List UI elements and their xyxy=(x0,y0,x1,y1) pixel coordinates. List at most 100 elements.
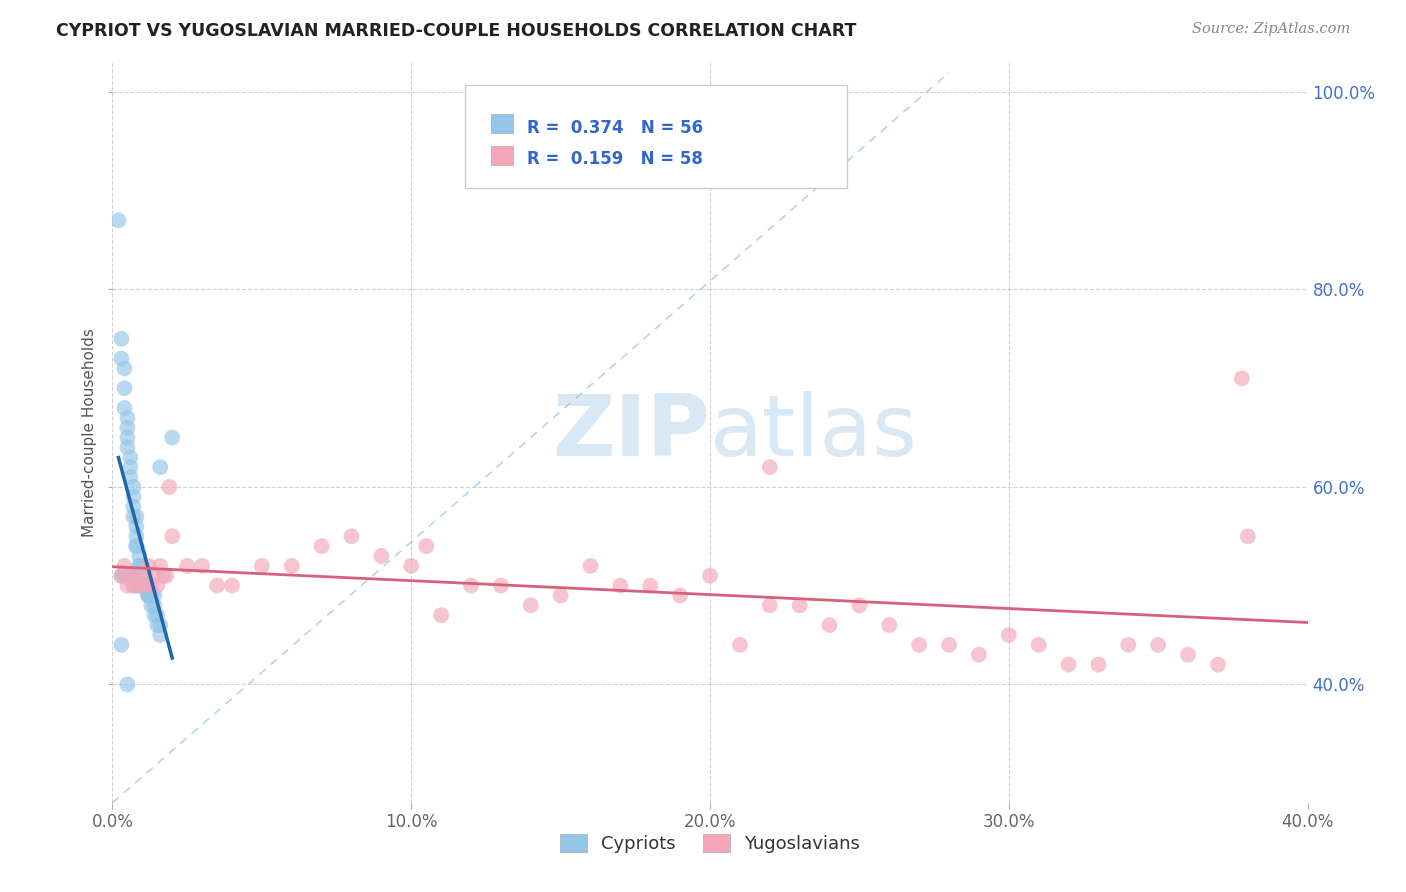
Point xyxy=(250,558,273,573)
Point xyxy=(117,420,139,434)
Point xyxy=(311,539,333,553)
Point xyxy=(141,579,163,593)
Point xyxy=(131,579,153,593)
Point xyxy=(759,460,782,475)
Point xyxy=(122,579,145,593)
Point xyxy=(134,579,156,593)
Point xyxy=(120,568,142,582)
Point xyxy=(149,558,172,573)
Point xyxy=(120,460,142,475)
Point xyxy=(340,529,363,543)
Point xyxy=(609,579,631,593)
Point xyxy=(162,431,183,445)
Point xyxy=(1177,648,1199,662)
Point xyxy=(117,579,139,593)
Point xyxy=(728,638,751,652)
FancyBboxPatch shape xyxy=(465,85,848,188)
Point xyxy=(120,568,142,582)
Point xyxy=(117,568,139,582)
Point xyxy=(143,599,166,613)
Point xyxy=(114,381,135,395)
Text: ZIP: ZIP xyxy=(553,391,710,475)
Point xyxy=(281,558,304,573)
Point xyxy=(131,568,153,582)
Text: atlas: atlas xyxy=(710,391,918,475)
Point xyxy=(1237,529,1260,543)
Point xyxy=(122,509,145,524)
Point xyxy=(128,558,150,573)
Point xyxy=(122,579,145,593)
Point xyxy=(125,579,148,593)
Point xyxy=(550,589,572,603)
Point xyxy=(110,351,132,366)
Point xyxy=(125,509,148,524)
Point xyxy=(669,589,692,603)
Point xyxy=(579,558,602,573)
Point xyxy=(221,579,243,593)
Point xyxy=(848,599,870,613)
Point xyxy=(114,361,135,376)
Text: CYPRIOT VS YUGOSLAVIAN MARRIED-COUPLE HOUSEHOLDS CORRELATION CHART: CYPRIOT VS YUGOSLAVIAN MARRIED-COUPLE HO… xyxy=(56,22,856,40)
Point xyxy=(415,539,437,553)
Point xyxy=(134,579,156,593)
Point xyxy=(138,589,160,603)
Point xyxy=(176,558,198,573)
Point xyxy=(143,608,166,623)
Point xyxy=(640,579,662,593)
Point xyxy=(131,558,153,573)
Point xyxy=(138,589,160,603)
Point xyxy=(134,579,156,593)
Point xyxy=(908,638,931,652)
Point xyxy=(122,500,145,514)
Bar xyxy=(491,114,513,133)
Point xyxy=(460,579,482,593)
Point xyxy=(1230,371,1253,385)
Point xyxy=(117,410,139,425)
Point xyxy=(146,618,169,632)
Point xyxy=(157,480,180,494)
Point xyxy=(141,589,163,603)
Point xyxy=(125,539,148,553)
Point xyxy=(114,401,135,415)
Text: Source: ZipAtlas.com: Source: ZipAtlas.com xyxy=(1191,22,1350,37)
Point xyxy=(110,568,132,582)
Point xyxy=(370,549,392,563)
Text: R =  0.374   N = 56: R = 0.374 N = 56 xyxy=(527,119,703,136)
Point xyxy=(789,599,811,613)
Point xyxy=(128,549,150,563)
Point xyxy=(430,608,453,623)
Y-axis label: Married-couple Households: Married-couple Households xyxy=(82,328,97,537)
Point xyxy=(131,579,153,593)
Point xyxy=(117,441,139,455)
Point xyxy=(1147,638,1170,652)
Point xyxy=(125,519,148,533)
Point xyxy=(998,628,1021,642)
Point xyxy=(114,558,135,573)
Point xyxy=(122,490,145,504)
Point xyxy=(117,431,139,445)
Point xyxy=(138,558,160,573)
Point xyxy=(149,628,172,642)
Point xyxy=(120,470,142,484)
Point xyxy=(162,529,183,543)
Point xyxy=(489,579,512,593)
Point xyxy=(117,677,139,691)
Point xyxy=(149,618,172,632)
Point xyxy=(125,539,148,553)
Point xyxy=(125,529,148,543)
Point xyxy=(149,460,172,475)
Point xyxy=(1057,657,1080,672)
Point xyxy=(110,332,132,346)
Bar xyxy=(491,146,513,165)
Point xyxy=(138,589,160,603)
Point xyxy=(699,568,721,582)
Point xyxy=(967,648,990,662)
Point xyxy=(134,568,156,582)
Point xyxy=(818,618,841,632)
Point xyxy=(155,568,177,582)
Point xyxy=(146,608,169,623)
Point xyxy=(128,579,150,593)
Point xyxy=(1087,657,1109,672)
Point xyxy=(141,599,163,613)
Point xyxy=(401,558,423,573)
